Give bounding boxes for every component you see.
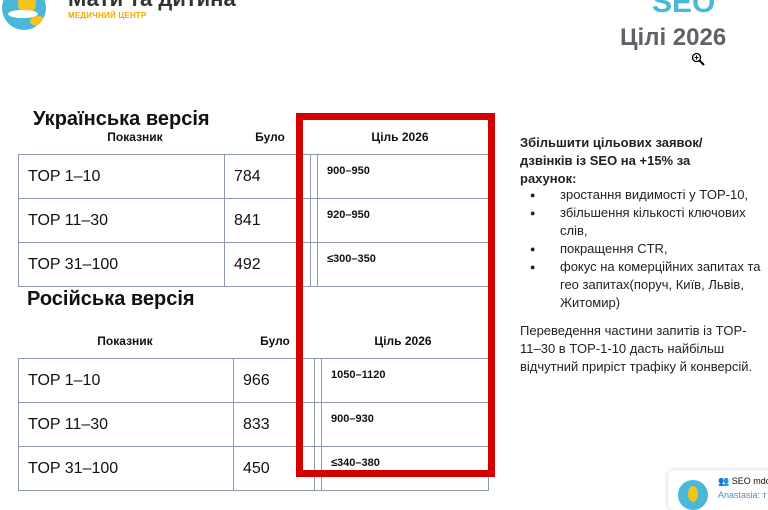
goal-cell: ≤300–350 bbox=[317, 242, 489, 287]
metric-cell: TOP 11–30 bbox=[18, 402, 234, 447]
russian-table: TOP 1–10 966 1050–1120 TOP 11–30 833 900–930… bbox=[18, 358, 489, 491]
bullet-item: збільшення кількості ключових слів, bbox=[530, 204, 768, 240]
slide-title-goals: Цілі 2026 bbox=[620, 24, 727, 51]
bullet-item: зростання видимості у TOP-10, bbox=[530, 186, 768, 204]
notes-heading: Збільшити цільових заявок/дзвінків із SE… bbox=[520, 135, 703, 186]
bullet-item: покращення CTR, bbox=[530, 240, 768, 258]
header-goal: Ціль 2026 bbox=[374, 334, 432, 348]
chat-notification[interactable]: 👥 SEO mdc Anastasia: т bbox=[668, 470, 768, 510]
slide-title-seo: SEO bbox=[652, 0, 716, 19]
metric-cell: TOP 31–100 bbox=[18, 446, 234, 491]
header-goal: Ціль 2026 bbox=[371, 130, 429, 144]
metric-cell: TOP 1–10 bbox=[18, 358, 234, 403]
ukrainian-table: TOP 1–10 784 900–950 TOP 11–30 841 920–950 T… bbox=[18, 154, 489, 287]
header-metric: Показник bbox=[97, 334, 153, 348]
table-row: TOP 31–100 450 ≤340–380 bbox=[18, 446, 489, 491]
header-was: Було bbox=[260, 334, 290, 348]
metric-cell: TOP 31–100 bbox=[18, 242, 225, 287]
highlight-box bbox=[296, 113, 495, 477]
notification-group: 👥 SEO mdc bbox=[718, 476, 768, 486]
metric-cell: TOP 1–10 bbox=[18, 154, 225, 199]
notes-bullets: зростання видимості у TOP-10, збільшення… bbox=[530, 186, 768, 312]
brand-name: Мати та дитина bbox=[68, 0, 236, 12]
metric-cell: TOP 11–30 bbox=[18, 198, 225, 243]
bullet-item: фокус на комерційних запитах та гео запи… bbox=[530, 258, 768, 312]
notes-conclusion: Переведення частини запитів із TOP-11–30… bbox=[520, 323, 753, 374]
zoom-in-cursor-icon bbox=[691, 52, 705, 66]
brand-subtitle: МЕДИЧНИЙ ЦЕНТР bbox=[68, 11, 147, 20]
group-icon: 👥 bbox=[718, 476, 730, 486]
avatar bbox=[678, 480, 708, 510]
brand-logo bbox=[2, 0, 46, 30]
header-metric: Показник bbox=[107, 130, 163, 144]
header-was: Було bbox=[255, 130, 285, 144]
goal-cell: ≤340–380 bbox=[321, 446, 489, 491]
russian-section-title: Російська версія bbox=[27, 288, 195, 310]
ukrainian-section-title: Українська версія bbox=[33, 108, 210, 130]
notification-preview: Anastasia: т bbox=[718, 490, 767, 500]
